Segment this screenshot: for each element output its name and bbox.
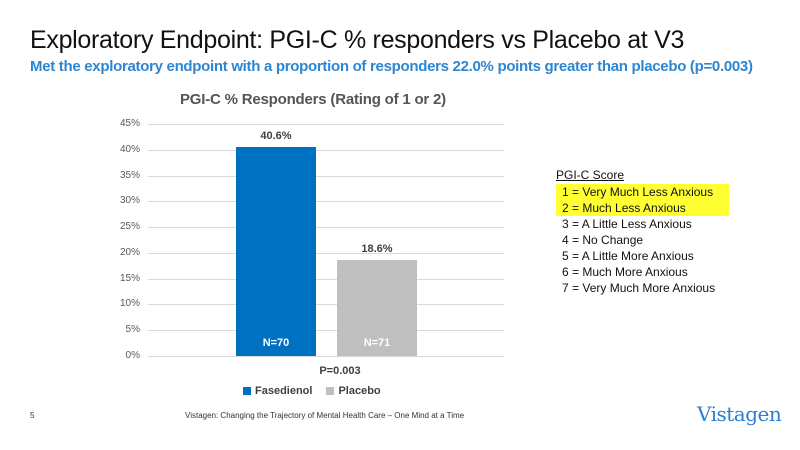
score-item: 7 = Very Much More Anxious	[562, 281, 716, 295]
score-item: 1 = Very Much Less Anxious	[556, 184, 729, 200]
score-item: 2 = Much Less Anxious	[556, 200, 729, 216]
chart-legend: Fasedienol Placebo	[243, 385, 381, 397]
gridline	[148, 252, 504, 254]
page-number: 5	[30, 411, 35, 420]
y-tick-label: 15%	[119, 272, 140, 284]
bar-n-label: N=71	[363, 337, 391, 349]
gridline	[148, 330, 504, 332]
bar-placebo: N=71	[337, 260, 417, 356]
legend-item-fasedienol: Fasedienol	[243, 385, 312, 397]
pgi-c-score-legend: PGI-C Score 1 = Very Much Less Anxious 2…	[556, 168, 729, 296]
y-tick-label: 30%	[119, 195, 140, 207]
score-item: 5 = A Little More Anxious	[562, 249, 694, 263]
gridline	[148, 149, 504, 151]
bar-n-label: N=70	[262, 337, 290, 349]
x-axis-label: P=0.003	[319, 365, 361, 377]
plot-area: N=70 40.6% N=71 18.6%	[148, 124, 504, 357]
legend-label: Placebo	[338, 385, 381, 397]
y-tick-label: 5%	[125, 324, 140, 336]
legend-label: Fasedienol	[255, 385, 313, 397]
y-tick-label: 10%	[119, 298, 140, 310]
gridline	[148, 175, 504, 177]
footer-tagline: Vistagen: Changing the Trajectory of Men…	[185, 411, 465, 420]
slide-subtitle: Met the exploratory endpoint with a prop…	[30, 58, 753, 75]
y-tick-label: 20%	[119, 246, 140, 258]
y-tick-label: 0%	[125, 350, 140, 361]
gridline	[148, 356, 504, 357]
bar-value-label: 40.6%	[260, 129, 292, 142]
score-heading: PGI-C Score	[556, 168, 625, 182]
vistagen-logo: Vistagen	[697, 402, 782, 426]
score-item: 4 = No Change	[562, 233, 644, 247]
score-item: 3 = A Little Less Anxious	[562, 217, 692, 231]
score-item: 6 = Much More Anxious	[562, 265, 688, 279]
gridline	[148, 124, 504, 125]
legend-swatch-fasedienol	[243, 387, 251, 395]
gridline	[148, 278, 504, 280]
slide-title: Exploratory Endpoint: PGI-C % responders…	[30, 26, 685, 54]
legend-swatch-placebo	[326, 387, 335, 395]
gridline	[148, 227, 504, 229]
bar-value-label: 18.6%	[361, 243, 393, 256]
gridline	[148, 201, 504, 203]
y-tick-label: 45%	[119, 118, 140, 129]
chart-title: PGI-C % Responders (Rating of 1 or 2)	[180, 91, 446, 108]
gridline	[148, 304, 504, 306]
y-tick-label: 40%	[119, 143, 140, 155]
y-tick-label: 25%	[119, 221, 140, 233]
y-tick-label: 35%	[119, 169, 140, 181]
bar-fasedienol: N=70	[236, 146, 316, 356]
legend-item-placebo: Placebo	[326, 385, 381, 397]
